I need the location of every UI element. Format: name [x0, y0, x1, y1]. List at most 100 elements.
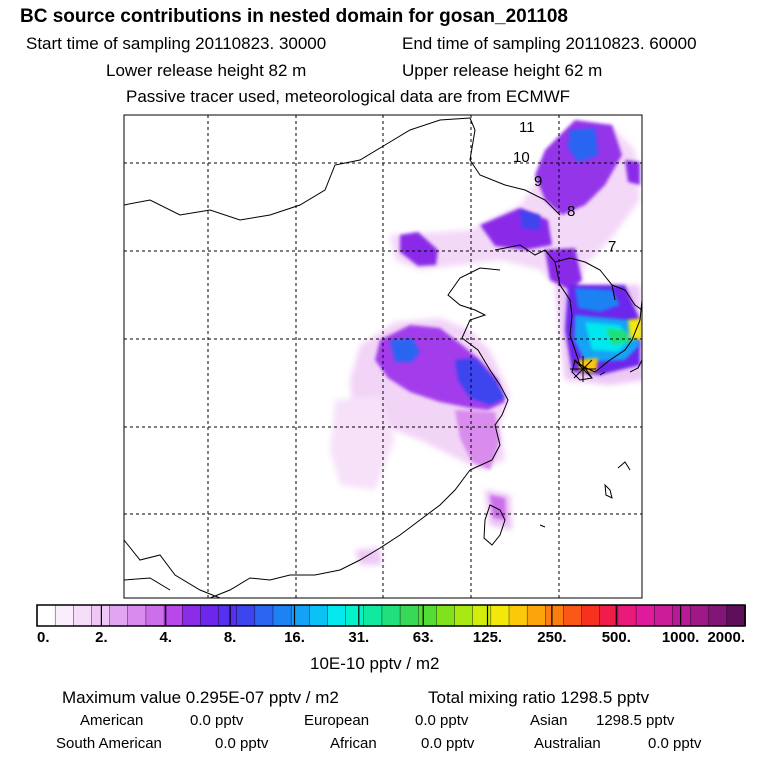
- asian-value: 1298.5 pptv: [596, 712, 675, 729]
- colorbar-segment: [617, 604, 637, 627]
- total-mixing-label: Total mixing ratio 1298.5 pptv: [428, 688, 650, 707]
- blue-region: [390, 338, 420, 362]
- purple-region: [400, 232, 438, 266]
- colorbar-segment: [581, 604, 601, 627]
- colorbar-unit-label: 10E-10 pptv / m2: [310, 654, 440, 673]
- colorbar-tick-label: 2.: [95, 629, 108, 646]
- european-label: European: [304, 712, 370, 729]
- korea-coastline: [554, 261, 642, 373]
- colorbar-segment: [363, 604, 383, 627]
- colorbar-segment: [163, 604, 184, 627]
- blue-region: [575, 288, 620, 312]
- colorbar-segment: [508, 604, 528, 627]
- colorbar-segment: [182, 604, 202, 627]
- colorbar-segment: [381, 604, 401, 627]
- american-value: 0.0 pptv: [190, 712, 244, 729]
- island: [604, 483, 613, 499]
- colorbar-segment: [708, 604, 728, 627]
- blue-region: [520, 210, 540, 230]
- colorbar-segments: [36, 604, 746, 627]
- colorbar-segment: [563, 604, 583, 627]
- concentration-field: [330, 120, 642, 565]
- border-line: [469, 117, 561, 216]
- purple-region: [455, 410, 500, 470]
- australian-label: Australian: [534, 735, 601, 752]
- trajectory-label: 11: [519, 119, 535, 136]
- colorbar-segment: [436, 604, 456, 627]
- colorbar-tick-label: 16.: [284, 629, 305, 646]
- colorbar-segment: [472, 604, 492, 627]
- european-value: 0.0 pptv: [415, 712, 469, 729]
- border-line: [124, 117, 471, 221]
- border-line: [124, 539, 221, 598]
- australian-value: 0.0 pptv: [648, 735, 702, 752]
- south-american-label: South American: [56, 735, 162, 752]
- border-line: [124, 577, 171, 591]
- tracer-note: Passive tracer used, meteorological data…: [126, 87, 571, 106]
- lower-release-label: Lower release height 82 m: [106, 61, 307, 80]
- max-value-label: Maximum value 0.295E-07 pptv / m2: [62, 688, 339, 707]
- asian-label: Asian: [530, 712, 568, 729]
- island: [599, 371, 606, 376]
- blue-region: [455, 358, 505, 405]
- island: [617, 461, 631, 471]
- colorbar-tick-label: 4.: [159, 629, 172, 646]
- green-region: [605, 328, 632, 345]
- colorbar-segment: [526, 604, 547, 627]
- colorbar-segment: [218, 604, 238, 627]
- start-time-label: Start time of sampling 20110823. 30000: [26, 34, 327, 53]
- colorbar-tick-label: 31.: [348, 629, 369, 646]
- end-time-label: End time of sampling 20110823. 60000: [402, 34, 697, 53]
- plot-frame: [123, 114, 643, 599]
- upper-release-label: Upper release height 62 m: [402, 61, 603, 80]
- trajectory-label: 8: [567, 203, 575, 220]
- colorbar-frame: [36, 604, 746, 627]
- purple-region: [535, 120, 622, 215]
- island: [629, 359, 642, 373]
- colorbar-tick-label: 1000.: [662, 629, 700, 646]
- trajectory-label: 7: [608, 238, 616, 255]
- colorbar-segment: [672, 604, 692, 627]
- island: [539, 524, 546, 528]
- colorbar-segment: [726, 604, 746, 627]
- colorbar-segment: [399, 604, 420, 627]
- blue-region: [568, 128, 598, 162]
- colorbar-tick-labels: 0. 2. 4. 8. 16. 31. 63. 125. 250. 500. 1000. 2000.: [37, 629, 745, 646]
- colorbar-segment: [418, 604, 438, 627]
- colorbar-tick-label: 63.: [413, 629, 434, 646]
- colorbar-segment: [36, 604, 56, 627]
- colorbar-segment: [454, 604, 474, 627]
- chart-title: BC source contributions in nested domain…: [20, 6, 568, 27]
- colorbar-segment: [54, 604, 75, 627]
- colorbar-segment: [690, 604, 710, 627]
- trajectory-label: 9: [534, 173, 542, 190]
- purple-region: [625, 160, 640, 185]
- american-label: American: [80, 712, 144, 729]
- colorbar-segment: [635, 604, 656, 627]
- colorbar-segment: [654, 604, 674, 627]
- colorbar-tick-label: 2000.: [707, 629, 745, 646]
- colorbar-segment: [345, 604, 365, 627]
- colorbar-segment: [127, 604, 147, 627]
- halo-region: [330, 395, 395, 490]
- colorbar-segment: [254, 604, 274, 627]
- colorbar-segment: [200, 604, 220, 627]
- coastline: [611, 284, 642, 311]
- taiwan-coastline: [483, 504, 506, 546]
- colorbar-segment: [109, 604, 129, 627]
- colorbar-tick-label: 250.: [537, 629, 566, 646]
- colorbar-tick-label: 125.: [473, 629, 502, 646]
- colorbar-segment: [490, 604, 510, 627]
- halo-region: [355, 548, 382, 565]
- coastline: [494, 244, 616, 301]
- colorbar-tick-label: 8.: [224, 629, 237, 646]
- colorbar-segment: [327, 604, 347, 627]
- colorbar-segment: [309, 604, 329, 627]
- receptor-star-icon: [570, 356, 596, 382]
- coastline: [447, 267, 509, 471]
- colorbar-tick-label: 500.: [602, 629, 631, 646]
- african-value: 0.0 pptv: [421, 735, 475, 752]
- coastlines: [124, 117, 642, 598]
- map-plot: 11 10 9 8 7: [123, 114, 643, 599]
- colorbar-segment: [545, 604, 565, 627]
